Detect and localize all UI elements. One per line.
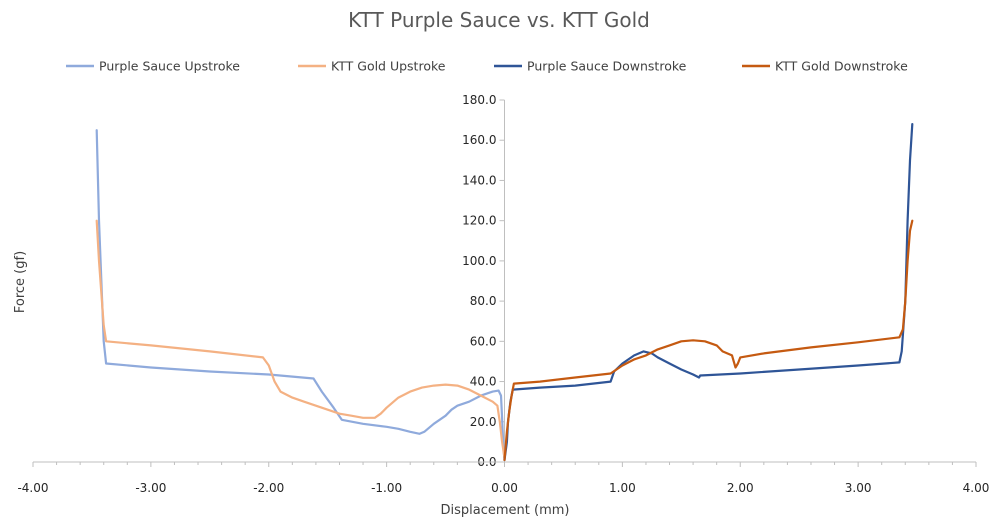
y-tick-label: 100.0 [462, 254, 496, 268]
legend-label: KTT Gold Upstroke [331, 59, 446, 74]
x-tick-label: -1.00 [371, 481, 402, 495]
y-tick-label: 80.0 [470, 294, 497, 308]
y-tick-label: 60.0 [470, 334, 497, 348]
x-tick-label: -2.00 [253, 481, 284, 495]
legend-label: Purple Sauce Upstroke [99, 59, 240, 74]
x-tick-label: 2.00 [727, 481, 754, 495]
legend-item: KTT Gold Upstroke [298, 59, 446, 74]
y-axis: 0.020.040.060.080.0100.0120.0140.0160.01… [462, 93, 505, 469]
y-tick-label: 160.0 [462, 133, 496, 147]
legend-item: Purple Sauce Upstroke [66, 59, 240, 74]
series-line-4 [503, 219, 914, 462]
series-line-2 [95, 219, 506, 460]
series-line-3 [503, 123, 914, 462]
legend-label: Purple Sauce Downstroke [527, 59, 687, 74]
x-tick-label: -3.00 [135, 481, 166, 495]
x-tick-label: 4.00 [963, 481, 990, 495]
chart-title: KTT Purple Sauce vs. KTT Gold [348, 8, 650, 32]
x-tick-label: 1.00 [609, 481, 636, 495]
series-layer [95, 123, 914, 462]
y-tick-label: 40.0 [470, 375, 497, 389]
x-axis-label: Displacement (mm) [441, 503, 570, 518]
legend-label: KTT Gold Downstroke [775, 59, 908, 74]
legend: Purple Sauce Upstroke KTT Gold Upstroke Pu… [66, 59, 908, 74]
legend-item: KTT Gold Downstroke [742, 59, 908, 74]
y-tick-label: 20.0 [470, 415, 497, 429]
x-tick-label: 3.00 [845, 481, 872, 495]
x-axis: -4.00 -3.00 -2.00 -1.00 0.00 1.00 2.00 3.00 4.00 [17, 461, 990, 495]
series-line-1 [95, 129, 506, 462]
y-tick-label: 140.0 [462, 173, 496, 187]
x-tick-label: -4.00 [17, 481, 48, 495]
y-tick-label: 120.0 [462, 214, 496, 228]
y-tick-label: 180.0 [462, 93, 496, 107]
y-axis-label: Force (gf) [13, 251, 28, 313]
x-tick-label: 0.00 [491, 481, 518, 495]
legend-item: Purple Sauce Downstroke [494, 59, 687, 74]
